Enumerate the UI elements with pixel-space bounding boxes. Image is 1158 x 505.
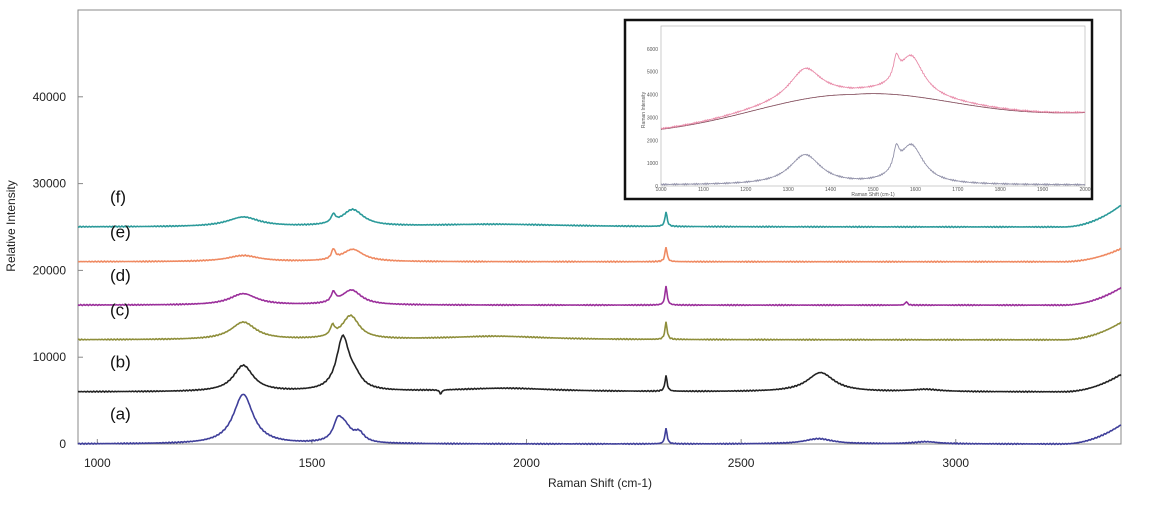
series-line-c [77, 313, 1122, 342]
inset-y-tick-label: 6000 [647, 47, 658, 53]
inset-spectrum-line [660, 52, 1086, 130]
series-label: (b) [110, 353, 131, 372]
series-line-f [77, 204, 1122, 229]
y-axis-title: Relative Intensity [4, 180, 18, 271]
inset-corrected-line [660, 142, 1086, 187]
series-label: (c) [110, 301, 130, 320]
inset-x-tick-label: 1700 [952, 187, 963, 193]
y-tick-label: 0 [59, 437, 66, 451]
inset-background-line [660, 93, 1085, 130]
series-label: (e) [110, 222, 131, 241]
inset-x-tick-label: 1500 [867, 187, 878, 193]
inset-frame [623, 18, 1094, 201]
y-tick-label: 40000 [33, 90, 67, 104]
inset-y-tick-label: 2000 [647, 138, 658, 144]
series-label: (d) [110, 266, 131, 285]
series-label: (a) [110, 405, 131, 424]
x-tick-label: 2500 [728, 456, 755, 470]
series-line-d [77, 285, 1122, 307]
series-label: (f) [110, 188, 126, 207]
inset-x-tick-label: 1100 [698, 187, 709, 193]
x-tick-label: 3000 [942, 456, 969, 470]
y-tick-label: 30000 [33, 177, 67, 191]
inset-x-tick-label: 1600 [910, 187, 921, 193]
y-tick-label: 20000 [33, 263, 67, 277]
axis-ticks: 1000 1500 2000 2500 300001000020000300004000… [33, 90, 970, 470]
inset-chart: 1000 1100 1200 1300 1400 1500 1600 1700 1800 1900… [623, 18, 1094, 201]
inset-ticks: 1000 1100 1200 1300 1400 1500 1600 1700 1800 1900… [647, 47, 1091, 193]
x-tick-label: 2000 [513, 456, 540, 470]
y-tick-label: 10000 [33, 350, 67, 364]
x-axis-title: Raman Shift (cm-1) [548, 476, 652, 490]
inset-y-tick-label: 0 [655, 184, 658, 190]
series-lines [77, 204, 1122, 446]
inset-y-tick-label: 4000 [647, 93, 658, 99]
series-labels: (a) (b) (c) (d) (e) (f) [110, 188, 131, 424]
inset-x-tick-label: 1200 [740, 187, 751, 193]
series-line-e [77, 247, 1122, 264]
inset-x-tick-label: 2000 [1079, 187, 1090, 193]
inset-y-tick-label: 3000 [647, 115, 658, 121]
inset-x-axis-title: Raman Shift (cm-1) [851, 192, 895, 198]
inset-y-tick-label: 5000 [647, 70, 658, 76]
inset-lines [660, 52, 1086, 187]
inset-x-tick-label: 1900 [1037, 187, 1048, 193]
x-tick-label: 1000 [84, 456, 111, 470]
x-tick-label: 1500 [299, 456, 326, 470]
inset-x-tick-label: 1800 [995, 187, 1006, 193]
inset-y-axis-title: Raman Intensity [641, 91, 647, 128]
inset-y-tick-label: 1000 [647, 161, 658, 167]
inset-x-tick-label: 1400 [825, 187, 836, 193]
inset-x-tick-label: 1000 [655, 187, 666, 193]
series-line-b [77, 334, 1122, 395]
series-line-a [77, 393, 1122, 446]
inset-plot-area [660, 25, 1086, 187]
inset-x-tick-label: 1300 [783, 187, 794, 193]
